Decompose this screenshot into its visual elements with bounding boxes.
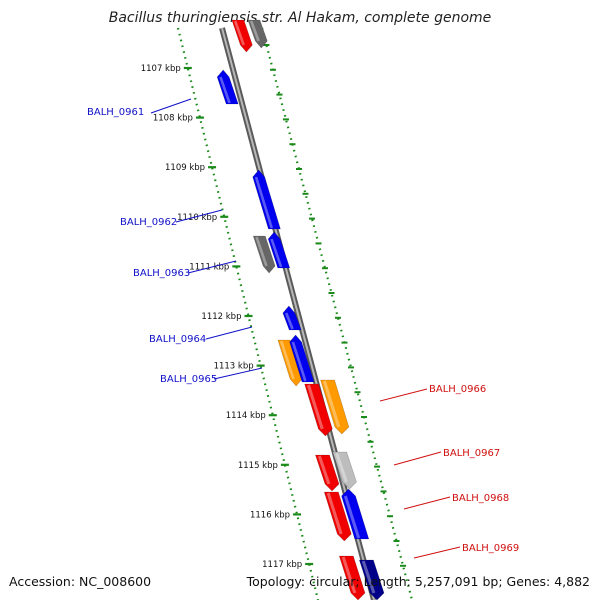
gene-balh-0964-shade: [284, 312, 294, 330]
label-connector: [150, 98, 192, 114]
label-connector: [393, 451, 442, 466]
gene-red-0969[interactable]: [338, 555, 366, 600]
gene-label-balh-0965[interactable]: BALH_0965: [160, 374, 217, 385]
gene-red-0967-shade: [317, 455, 331, 485]
label-connector: [175, 209, 223, 223]
kbp-tick-label: 1116 kbp: [250, 510, 290, 520]
gene-red-0968[interactable]: [323, 491, 352, 542]
gene-darkgray-mid[interactable]: [252, 235, 276, 274]
accession-text: Accession: NC_008600: [9, 574, 151, 589]
gene-label-balh-0963[interactable]: BALH_0963: [133, 268, 190, 279]
gene-features: [216, 19, 385, 600]
gene-label-balh-0966[interactable]: BALH_0966: [429, 384, 486, 395]
kbp-tick-label: 1107 kbp: [141, 64, 181, 74]
gene-navy-0969-shade: [361, 560, 376, 594]
kbp-tick-label: 1112 kbp: [201, 312, 241, 322]
gene-red-0968-shade: [326, 492, 343, 535]
label-connector: [187, 260, 237, 274]
label-connector: [205, 326, 253, 340]
gene-red-0966a-shade: [306, 384, 324, 430]
gene-red-0967[interactable]: [315, 454, 340, 492]
gene-blue-0968[interactable]: [341, 488, 370, 540]
gene-label-balh-0969[interactable]: BALH_0969: [462, 543, 519, 554]
summary-text: Topology: circular; Length: 5,257,091 bp…: [246, 574, 590, 589]
gene-orange-0966-shade: [322, 380, 341, 428]
gene-lightgray-0967-shade: [335, 452, 348, 483]
gene-label-balh-0967[interactable]: BALH_0967: [443, 448, 500, 459]
gene-darkgray-mid-shade: [255, 236, 268, 267]
label-connector: [413, 546, 461, 559]
tick-ring-left: [176, 27, 320, 600]
gene-red-top-shade: [233, 20, 245, 46]
label-connector: [403, 496, 451, 510]
gene-balh-0962-shade: [254, 176, 273, 229]
gene-lightgray-0967[interactable]: [332, 451, 357, 490]
gene-balh-0963-shade: [270, 238, 283, 268]
gene-balh-0962[interactable]: [252, 169, 281, 230]
gene-balh-0963[interactable]: [267, 231, 291, 269]
gene-balh-0961-shade: [219, 76, 231, 104]
kbp-tick-label: 1108 kbp: [153, 114, 193, 124]
label-connector: [213, 367, 263, 380]
gene-red-0969-shade: [341, 556, 357, 594]
gene-darkgray-top[interactable]: [247, 19, 268, 49]
gene-orange-0966[interactable]: [320, 379, 350, 435]
label-connector: [379, 388, 428, 402]
gene-label-balh-0962[interactable]: BALH_0962: [120, 217, 177, 228]
kbp-tick-label: 1115 kbp: [238, 461, 278, 471]
gene-label-balh-0964[interactable]: BALH_0964: [149, 334, 206, 345]
gene-red-top[interactable]: [231, 19, 253, 53]
gene-blue-0968-shade: [343, 495, 361, 539]
kbp-tick-label: 1110 kbp: [177, 213, 217, 223]
kbp-tick-label: 1117 kbp: [262, 560, 302, 570]
gene-label-balh-0968[interactable]: BALH_0968: [452, 493, 509, 504]
tick-ring-right: [260, 27, 414, 600]
gene-darkgray-top-shade: [249, 20, 260, 42]
gene-orange-left[interactable]: [277, 339, 303, 387]
gene-balh-0965[interactable]: [289, 334, 315, 383]
label-connectors: [150, 98, 461, 559]
gene-balh-0961[interactable]: [216, 69, 239, 105]
kbp-tick-label: 1109 kbp: [165, 163, 205, 173]
gene-balh-0964[interactable]: [282, 305, 302, 331]
gene-balh-0965-shade: [291, 341, 307, 382]
kbp-tick-label: 1113 kbp: [214, 362, 254, 372]
gene-red-0966a[interactable]: [304, 383, 333, 437]
map-title: Bacillus thuringiensis str. Al Hakam, co…: [109, 10, 492, 26]
gene-navy-0969[interactable]: [358, 559, 385, 600]
gene-label-balh-0961[interactable]: BALH_0961: [87, 107, 144, 118]
gene-orange-left-shade: [279, 340, 295, 380]
kbp-tick-label: 1114 kbp: [226, 411, 266, 421]
